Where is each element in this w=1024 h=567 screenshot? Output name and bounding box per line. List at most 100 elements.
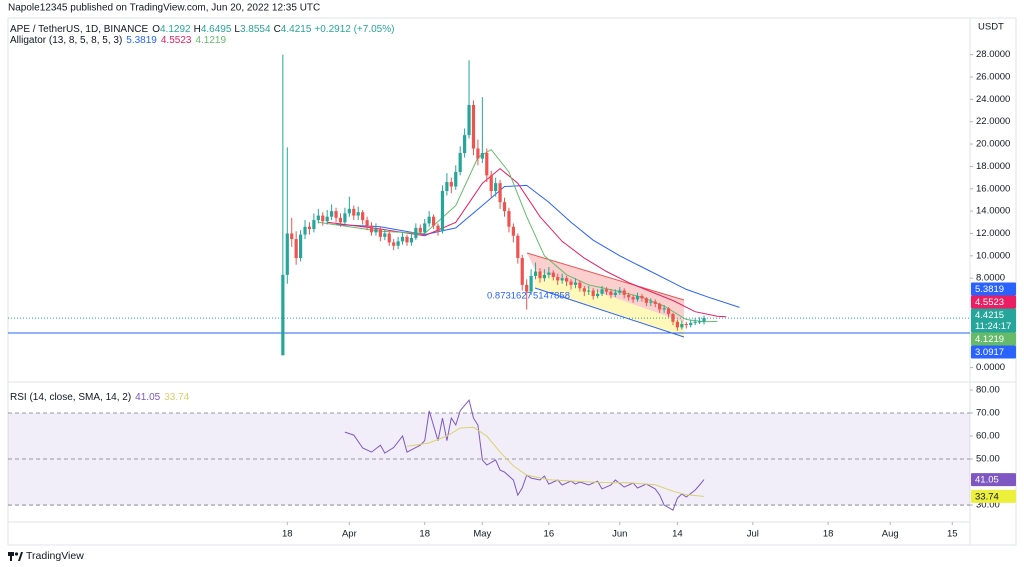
ohlc-value: 3.8554 (240, 24, 271, 35)
alligator-line (336, 184, 740, 308)
rsi-line (344, 399, 705, 511)
candle-body (400, 236, 405, 242)
candle-body (525, 284, 529, 292)
series-value-label: 5.3819 (975, 284, 1004, 295)
level-value-label: 3.0917 (975, 347, 1004, 358)
ohlc-label: H (194, 24, 201, 35)
x-tick-label: 15 (947, 529, 958, 540)
candle-body (618, 290, 622, 293)
candle-body (361, 212, 365, 221)
candle-body (556, 277, 560, 281)
last-price-label-box (971, 308, 1016, 333)
candle-body (396, 241, 400, 246)
rsi-band (8, 412, 970, 506)
candle-body (644, 298, 648, 303)
rsi-value-label-box (971, 489, 1016, 503)
price-change: +0.2912 (+7.05%) (314, 24, 394, 35)
candle-body (564, 278, 569, 282)
candle-body (312, 220, 316, 229)
chart-frame (7, 17, 1017, 546)
pattern-bottom-line (534, 287, 685, 338)
series-value-label-box (971, 282, 1016, 296)
series-value-label: 4.5523 (975, 297, 1004, 308)
logo-part (8, 552, 14, 556)
y-tick-label: 20.0000 (976, 139, 1010, 150)
candle-body (631, 297, 635, 300)
candle-body (689, 322, 693, 326)
x-tick-label: Jun (612, 529, 627, 540)
ohlc-value: 4.6495 (201, 24, 232, 35)
rsi-legend: RSI (14, close, SMA, 14, 2) 41.05 33.74 (10, 392, 190, 403)
y-tick-label: 10.0000 (976, 250, 1010, 261)
indicator-value: 4.1219 (195, 35, 226, 46)
series-value-label-box (971, 332, 1016, 346)
candle-body (383, 233, 387, 237)
y-tick-label: 80.00 (976, 384, 1000, 395)
candle-body (489, 175, 493, 191)
candle-body (378, 229, 382, 237)
candle-body (680, 324, 684, 328)
indicator-legend: Alligator (13, 8, 5, 8, 5, 3) 5.3819 4.552… (10, 35, 226, 46)
candle-body (547, 272, 551, 275)
indicator-value: 4.5523 (161, 35, 192, 46)
candle-body (294, 239, 298, 259)
x-tick-label: May (473, 529, 491, 540)
x-tick-label: Apr (342, 529, 357, 540)
candle-body (684, 324, 688, 326)
candle-body (418, 227, 422, 233)
candle-body (352, 208, 356, 216)
last-price-label: 11:24:17 (975, 321, 1011, 332)
candle-body (596, 293, 600, 297)
y-tick-label: 28.0000 (976, 49, 1010, 60)
y-tick-label: 30.00 (976, 500, 1000, 511)
candle-body (485, 153, 489, 176)
published-note: Napole12345 published on TradingView.com… (8, 3, 320, 14)
indicator-title: Alligator (13, 8, 5, 8, 5, 3) (10, 35, 122, 46)
candle-body (356, 212, 360, 216)
ohlc-label: L (234, 24, 240, 35)
candle-body (409, 237, 414, 243)
y-tick-label: 18.0000 (976, 161, 1010, 172)
ohlc-label: C (274, 24, 281, 35)
candle-body (445, 182, 449, 191)
candle-body (653, 301, 657, 304)
candle-body (502, 202, 507, 212)
candle-body (587, 290, 591, 292)
candle-body (347, 208, 351, 214)
candle-body (511, 226, 515, 236)
candle-body (702, 318, 706, 322)
candle-body (392, 242, 396, 246)
y-tick-label: 14.0000 (976, 206, 1010, 217)
last-price-label: 4.4215 (975, 310, 1004, 321)
ohlc-value: 4.1292 (160, 24, 191, 35)
candle-body (325, 216, 329, 222)
candle-body (507, 211, 511, 227)
candle-body (613, 292, 617, 295)
candle-body (627, 294, 631, 298)
pattern-label: 5147858 (533, 291, 570, 302)
candle-body (529, 275, 533, 292)
candle-body (476, 148, 480, 159)
currency-label: USDT (978, 22, 1004, 33)
candle-body (285, 233, 289, 275)
candle-body (374, 229, 378, 233)
level-value-label-box (971, 345, 1016, 359)
y-tick-label: 12.0000 (976, 228, 1010, 239)
candle-body (538, 271, 542, 279)
logo-part (14, 552, 19, 556)
brand-name: TradingView (26, 550, 84, 562)
candle-body (290, 233, 294, 240)
candle-body (649, 301, 653, 303)
symbol-title: APE / TetherUS, 1D, BINANCE (10, 24, 149, 35)
candle-body (604, 289, 609, 292)
y-tick-label: 22.0000 (976, 116, 1010, 127)
candle-body (569, 281, 573, 285)
candle-body (330, 211, 334, 217)
rsi-value: 33.74 (164, 392, 189, 403)
candle-body (480, 153, 484, 159)
pattern-top-line (526, 252, 685, 301)
y-tick-label: 16.0000 (976, 183, 1010, 194)
x-tick-label: Jul (747, 529, 759, 540)
candle-body (573, 282, 578, 285)
candle-body (458, 153, 462, 172)
